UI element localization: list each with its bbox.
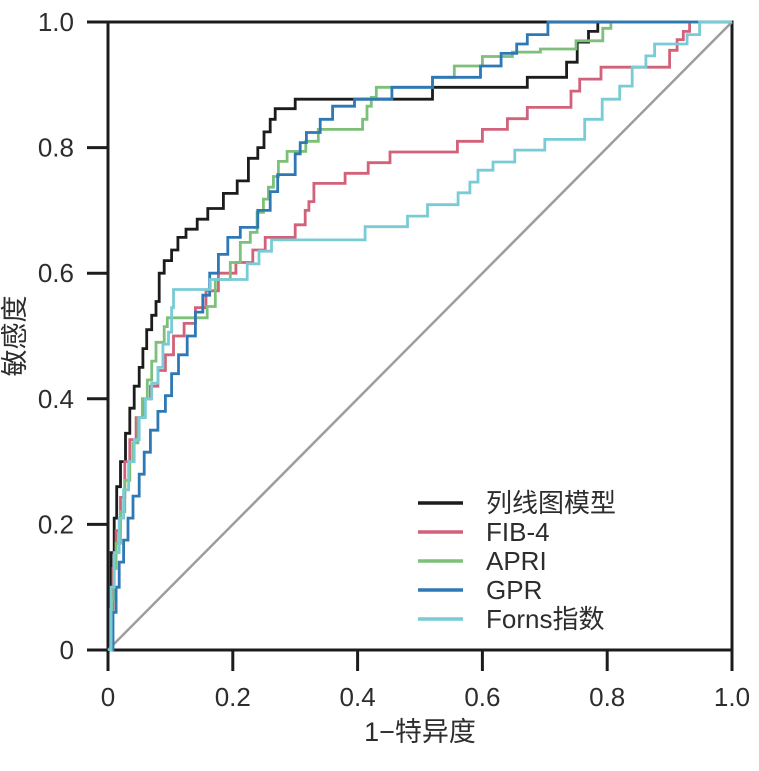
y-tick-label-0: 0 [60, 635, 74, 665]
x-tick-label-1.0: 1.0 [714, 682, 750, 712]
x-tick-label-0.4: 0.4 [340, 682, 376, 712]
y-tick-label-0.4: 0.4 [38, 384, 74, 414]
x-tick-label-0.6: 0.6 [464, 682, 500, 712]
legend-label-4: Forns指数 [486, 604, 604, 634]
y-tick-label-1.0: 1.0 [38, 7, 74, 37]
x-tick-label-0.2: 0.2 [215, 682, 251, 712]
y-axis-title: 敏感度 [0, 296, 30, 377]
roc-curve-3 [108, 20, 732, 652]
y-tick-label-0.8: 0.8 [38, 133, 74, 163]
roc-curve-4 [108, 20, 732, 652]
axis-ticks-group: 0 0.2 0.4 0.6 0.8 1.0 0 0.2 0.4 0.6 0.8 1.0 [38, 7, 750, 712]
legend-label-2: APRI [486, 546, 547, 576]
y-tick-label-0.6: 0.6 [38, 258, 74, 288]
roc-curve-0 [108, 20, 732, 652]
legend-label-1: FIB-4 [486, 517, 550, 547]
chance-diagonal-line [107, 21, 733, 651]
legend-label-0: 列线图模型 [486, 488, 616, 518]
roc-curves-group [108, 20, 732, 652]
y-tick-label-0.2: 0.2 [38, 509, 74, 539]
x-axis-title: 1−特异度 [364, 717, 476, 747]
x-tick-label-0: 0 [101, 682, 115, 712]
plot-frame [106, 20, 734, 652]
legend-label-3: GPR [486, 575, 542, 605]
x-tick-label-0.8: 0.8 [589, 682, 625, 712]
reference-line-group [107, 21, 733, 651]
